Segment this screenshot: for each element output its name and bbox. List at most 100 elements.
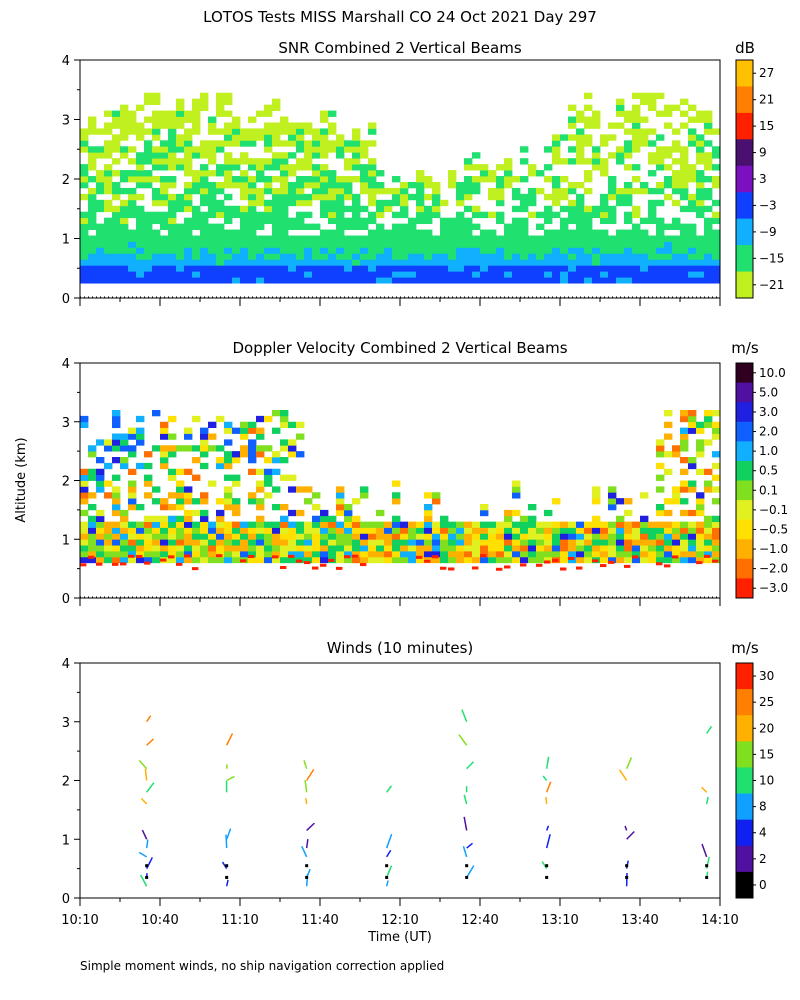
snr-cell <box>608 181 617 189</box>
doppler-cell <box>712 451 721 458</box>
doppler-cell <box>136 439 145 446</box>
doppler-cell <box>184 486 193 493</box>
doppler-cell <box>136 533 145 540</box>
snr-cell <box>584 104 593 111</box>
snr-cell <box>568 199 577 207</box>
doppler-cell <box>264 474 273 481</box>
snr-cell <box>304 265 313 272</box>
snr-cell <box>216 259 225 266</box>
snr-cell <box>520 229 529 236</box>
snr-cell <box>592 253 601 260</box>
colorbar-swatch <box>736 663 753 690</box>
snr-cell <box>704 229 713 236</box>
snr-cell <box>208 205 217 213</box>
doppler-cell <box>424 551 433 558</box>
doppler-cell <box>224 521 233 528</box>
snr-cell <box>712 235 721 242</box>
doppler-cell <box>224 427 233 434</box>
snr-cell <box>496 217 505 225</box>
doppler-cell <box>144 551 153 558</box>
snr-cell <box>192 181 201 189</box>
snr-cell <box>632 164 641 171</box>
snr-cell <box>88 235 97 242</box>
snr-cell <box>472 265 481 272</box>
snr-cell <box>352 253 361 260</box>
doppler-cell <box>304 556 313 564</box>
doppler-cell <box>208 527 217 534</box>
snr-cell <box>264 235 273 242</box>
snr-cell <box>320 271 329 278</box>
doppler-cell <box>88 474 97 481</box>
doppler-cell <box>144 545 153 552</box>
y-tick-label: 0 <box>62 592 70 607</box>
snr-cell <box>480 211 489 219</box>
doppler-cell <box>704 415 713 423</box>
snr-cell <box>496 265 505 272</box>
doppler-cell <box>640 539 649 546</box>
snr-cell <box>512 217 521 225</box>
snr-cell <box>256 199 265 207</box>
snr-cell <box>104 170 113 177</box>
snr-cell <box>480 253 489 260</box>
doppler-cell <box>128 521 137 528</box>
doppler-cell <box>184 554 191 558</box>
snr-cell <box>280 277 289 284</box>
doppler-cell <box>264 445 273 452</box>
doppler-cell <box>288 509 297 517</box>
snr-cell <box>600 217 609 225</box>
doppler-cell <box>216 462 225 470</box>
snr-cell <box>144 259 153 266</box>
doppler-cell <box>456 539 465 546</box>
snr-cell <box>344 176 353 183</box>
snr-cell <box>456 235 465 242</box>
snr-cell <box>640 217 649 225</box>
snr-cell <box>664 259 673 266</box>
snr-cell <box>112 211 121 219</box>
snr-cell <box>256 193 265 201</box>
snr-cell <box>424 277 433 284</box>
snr-cell <box>288 247 297 254</box>
doppler-cell <box>712 521 721 528</box>
doppler-cell <box>224 527 233 534</box>
doppler-cell <box>168 468 177 476</box>
snr-cell <box>88 277 97 284</box>
doppler-cell <box>392 480 401 487</box>
snr-cell <box>672 247 681 254</box>
doppler-cell <box>248 457 257 464</box>
snr-cell <box>304 158 313 165</box>
snr-cell <box>320 253 329 260</box>
snr-cell <box>264 146 273 153</box>
snr-cell <box>344 205 353 213</box>
snr-cell <box>368 122 377 129</box>
snr-cell <box>624 265 633 272</box>
doppler-cell <box>288 527 297 534</box>
doppler-cell <box>88 492 97 499</box>
snr-cell <box>256 265 265 272</box>
snr-cell <box>144 140 153 147</box>
doppler-cell <box>480 521 489 528</box>
snr-cell <box>352 259 361 266</box>
snr-cell <box>560 217 569 225</box>
snr-cell <box>416 277 425 284</box>
doppler-cell <box>472 521 481 528</box>
doppler-cell <box>544 527 553 534</box>
doppler-cell <box>336 509 345 517</box>
snr-cell <box>288 199 297 207</box>
snr-cell <box>696 199 705 207</box>
snr-cell <box>288 235 297 242</box>
doppler-cell <box>112 439 121 446</box>
doppler-cell <box>496 539 505 546</box>
doppler-cell <box>584 539 593 546</box>
doppler-cell <box>712 545 721 552</box>
doppler-cell <box>520 545 529 552</box>
snr-cell <box>152 158 161 165</box>
snr-cell <box>184 205 193 213</box>
snr-cell <box>584 271 593 278</box>
doppler-cell <box>712 433 721 440</box>
doppler-cell <box>680 545 689 552</box>
snr-cell <box>496 235 505 242</box>
snr-cell <box>384 253 393 260</box>
snr-cell <box>240 193 249 201</box>
snr-cell <box>504 241 513 248</box>
snr-cell <box>152 128 161 135</box>
